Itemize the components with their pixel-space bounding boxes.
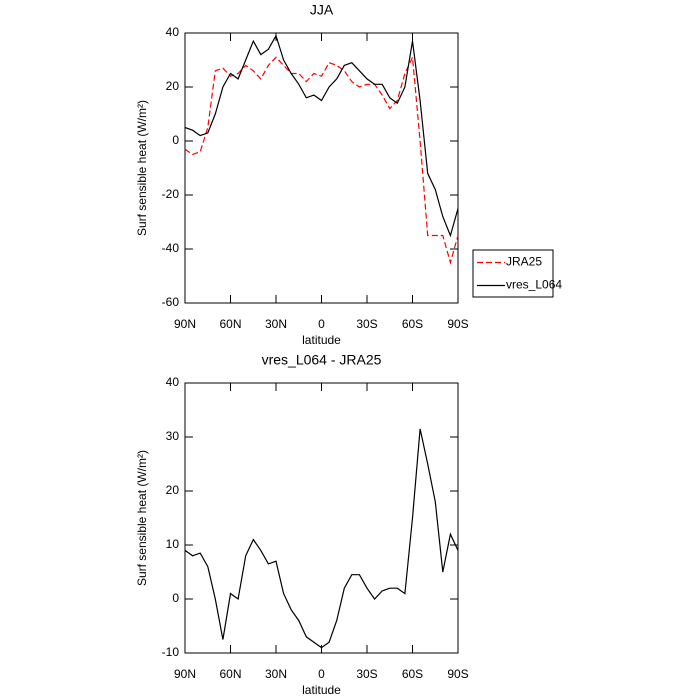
y-tick-label: 20 [166,483,180,497]
y-tick-label: 30 [166,429,180,443]
x-tick-label: 30S [356,317,377,331]
x-tick-label: 90S [447,317,468,331]
x-tick-label: 90N [174,317,196,331]
x-axis-label: latitude [302,333,341,347]
x-tick-label: 30S [356,667,377,681]
y-tick-label: 40 [166,375,180,389]
x-tick-label: 30N [265,667,287,681]
x-tick-label: 60S [402,317,423,331]
plot-frame [184,382,459,654]
x-tick-label: 60S [402,667,423,681]
y-tick-label: 0 [172,591,179,605]
x-tick-label: 0 [318,317,325,331]
data-line [184,55,459,265]
chart-title: vres_L064 - JRA25 [262,352,382,368]
legend-label: vres_L064 [506,278,562,292]
x-tick-label: 0 [318,667,325,681]
y-tick-label: -10 [162,645,180,659]
x-tick-label: 60N [219,317,241,331]
x-tick-label: 90N [174,667,196,681]
y-axis-label: Surf sensible heat (W/m²) [135,100,149,236]
y-tick-label: -60 [162,295,180,309]
x-tick-label: 90S [447,667,468,681]
y-tick-label: -40 [162,241,180,255]
y-tick-label: -20 [162,187,180,201]
x-tick-label: 30N [265,317,287,331]
data-line [184,34,459,238]
chart-title: JJA [310,2,334,18]
y-tick-label: 10 [166,537,180,551]
y-tick-label: 20 [166,79,180,93]
y-tick-label: 0 [172,133,179,147]
y-tick-label: 40 [166,25,180,39]
legend-label: JRA25 [506,255,542,269]
data-line [184,428,459,649]
x-tick-label: 60N [219,667,241,681]
y-axis-label: Surf sensible heat (W/m²) [135,450,149,586]
legend-box [472,249,554,298]
x-axis-label: latitude [302,683,341,697]
